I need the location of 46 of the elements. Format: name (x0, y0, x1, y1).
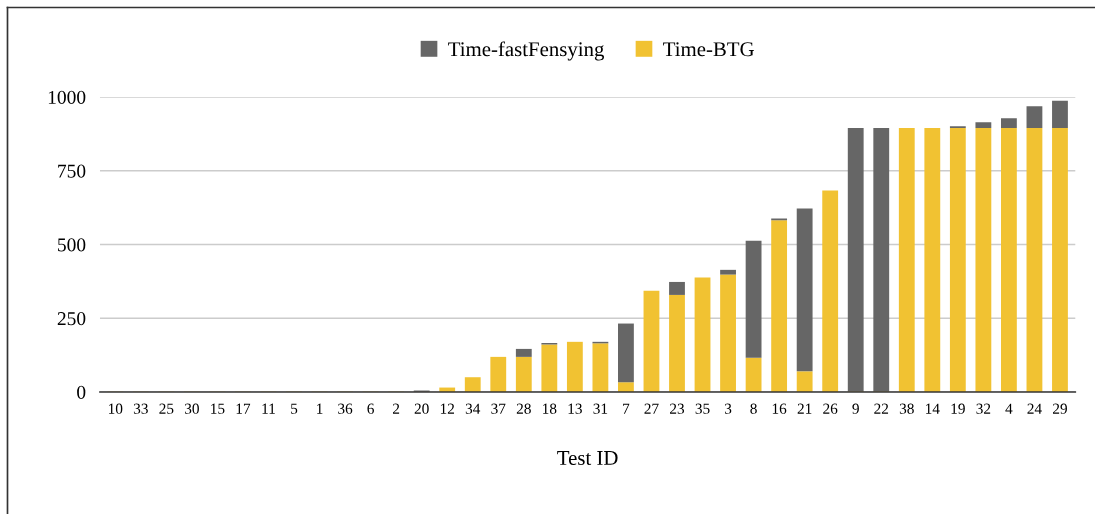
x-tick-label: 17 (236, 403, 251, 414)
legend-label: Time-fastFensying (448, 41, 605, 61)
x-tick-label: 28 (516, 403, 531, 414)
x-tick-label: 1 (317, 403, 323, 414)
x-tick-label: 5 (291, 403, 298, 414)
legend-label: Time-BTG (663, 42, 754, 57)
x-tick-label: 13 (568, 403, 582, 414)
y-tick-label: 0 (77, 385, 86, 399)
x-tick-label: 2 (392, 403, 400, 414)
x-tick-label: 11 (262, 403, 275, 414)
x-tick-label: 27 (644, 403, 659, 414)
x-tick-label: 3 (724, 403, 732, 414)
x-tick-label: 33 (133, 403, 148, 414)
x-tick-label: 21 (797, 403, 812, 414)
x-tick-label: 24 (1027, 403, 1042, 414)
y-tick-label: 1000 (48, 90, 86, 104)
x-tick-label: 18 (543, 403, 557, 414)
x-tick-label: 29 (1053, 403, 1067, 414)
x-tick-label: 12 (440, 403, 454, 414)
x-tick-label: 25 (159, 403, 174, 414)
x-tick-label: 32 (976, 403, 991, 414)
x-tick-label: 31 (593, 403, 608, 414)
x-tick-label: 30 (184, 403, 199, 414)
x-tick-label: 23 (670, 403, 685, 414)
x-tick-label: 16 (772, 403, 787, 414)
x-tick-label: 38 (899, 403, 914, 414)
x-tick-label: 34 (465, 403, 481, 414)
x-tick-label: 9 (852, 403, 859, 414)
x-tick-label: 19 (951, 403, 965, 414)
x-tick-label: 14 (926, 403, 940, 414)
x-tick-label: 20 (414, 403, 429, 414)
x-tick-label: 4 (1005, 403, 1013, 414)
x-tick-label: 37 (491, 403, 506, 414)
x-tick-label: 10 (109, 403, 123, 414)
y-tick-label: 750 (58, 164, 86, 178)
x-tick-label: 6 (367, 403, 374, 414)
x-tick-label: 36 (338, 403, 353, 414)
y-tick-label: 500 (58, 238, 86, 252)
x-tick-label: 8 (750, 403, 757, 414)
x-tick-label: 15 (211, 403, 225, 414)
x-tick-label: 22 (874, 403, 889, 414)
y-tick-label: 250 (57, 312, 86, 326)
x-tick-label: 7 (623, 403, 630, 414)
x-tick-label: 35 (695, 403, 710, 414)
x-axis-title: Test ID (557, 451, 618, 465)
x-tick-label: 26 (823, 403, 838, 414)
